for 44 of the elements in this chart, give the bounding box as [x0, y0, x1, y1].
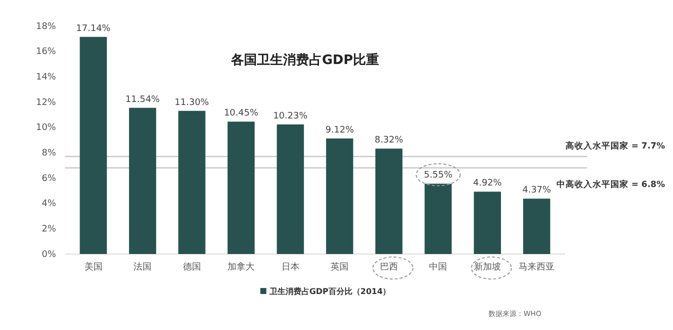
x-tick-label: 巴西 [380, 262, 398, 272]
ref-line-label: 中高收入水平国家 = 6.8% [556, 178, 666, 190]
legend-label: 卫生消费占GDP百分比（2014） [268, 287, 391, 296]
x-tick-label: 中国 [429, 261, 448, 272]
data-label: 4.92% [473, 178, 502, 189]
data-label: 17.14% [76, 24, 111, 34]
bar [129, 108, 156, 254]
bar [424, 184, 452, 254]
x-tick-label: 美国 [84, 261, 102, 272]
x-tick-label: 法国 [134, 261, 152, 272]
y-tick-label: 8% [42, 148, 56, 159]
data-label: 8.32% [374, 136, 404, 146]
bar [276, 124, 304, 254]
data-label: 11.30% [174, 98, 210, 108]
y-tick-label: 16% [36, 47, 56, 58]
y-tick-label: 4% [42, 199, 56, 210]
x-tick-label: 英国 [330, 261, 349, 272]
y-tick-label: 0% [42, 250, 56, 260]
data-label: 11.54% [125, 94, 160, 105]
data-label: 9.12% [325, 125, 354, 136]
data-label: 10.45% [224, 108, 259, 119]
text: 各国卫生消费占GDP比重 [230, 52, 379, 68]
bar [474, 192, 501, 254]
data-label: 5.55% [424, 170, 453, 181]
y-tick-label: 12% [36, 98, 56, 108]
bar [375, 148, 402, 254]
y-tick-label: 2% [42, 224, 56, 235]
x-tick-label: 马来西亚 [518, 261, 555, 272]
bar [523, 198, 550, 254]
x-tick-label: 日本 [281, 261, 300, 272]
x-tick-label: 德国 [182, 261, 201, 272]
bar [326, 138, 354, 254]
data-label: 4.37% [522, 186, 552, 196]
bar [228, 122, 255, 254]
bar [80, 36, 107, 254]
ref-line-label: 高收入水平国家 = 7.7% [565, 140, 666, 152]
y-tick-label: 14% [36, 72, 56, 83]
x-tick-label: 加拿大 [228, 261, 255, 272]
data-label: 10.23% [273, 111, 308, 122]
y-tick-label: 10% [36, 123, 56, 134]
x-tick-label: 新加坡 [474, 261, 501, 272]
bar [178, 110, 206, 254]
y-tick-label: 18% [36, 22, 56, 32]
y-tick-label: 6% [42, 174, 56, 184]
